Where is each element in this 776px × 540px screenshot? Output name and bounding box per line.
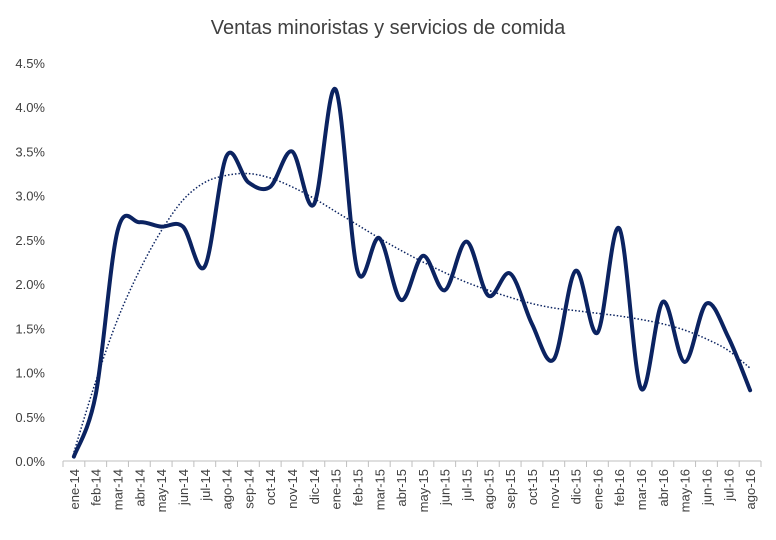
x-tick-label: abr-15 — [394, 469, 409, 507]
x-tick-label: may-15 — [416, 469, 431, 512]
x-tick-label: ene-15 — [329, 469, 344, 509]
y-tick-label: 1.0% — [15, 366, 45, 381]
x-tick-label: nov-14 — [285, 469, 300, 509]
y-tick-label: 2.5% — [15, 233, 45, 248]
x-tick-label: dic-14 — [307, 469, 322, 504]
x-tick-label: sep-14 — [241, 469, 256, 509]
x-tick-label: may-16 — [678, 469, 693, 512]
x-tick-label: mar-14 — [111, 469, 126, 510]
y-tick-label: 3.5% — [15, 144, 45, 159]
y-tick-label: 4.5% — [15, 56, 45, 71]
x-tick-label: oct-14 — [263, 469, 278, 505]
x-tick-label: mar-16 — [634, 469, 649, 510]
x-tick-label: jun-16 — [699, 469, 714, 506]
y-tick-label: 0.5% — [15, 410, 45, 425]
x-tick-label: jul-16 — [721, 469, 736, 502]
trend-line — [73, 172, 751, 453]
x-tick-label: ene-14 — [67, 469, 82, 509]
x-tick-label: jun-15 — [438, 469, 453, 506]
x-tick-label: abr-16 — [656, 469, 671, 507]
x-tick-label: mar-15 — [372, 469, 387, 510]
x-tick-label: feb-14 — [89, 469, 104, 506]
y-tick-label: 2.0% — [15, 277, 45, 292]
x-tick-label: ago-15 — [481, 469, 496, 509]
x-tick-label: abr-14 — [132, 469, 147, 507]
x-tick-label: ago-14 — [220, 469, 235, 509]
x-tick-label: oct-15 — [525, 469, 540, 505]
x-tick-label: feb-15 — [350, 469, 365, 506]
x-tick-label: sep-15 — [503, 469, 518, 509]
x-tick-label: jul-15 — [460, 469, 475, 502]
y-tick-label: 3.0% — [15, 189, 45, 204]
y-tick-label: 1.5% — [15, 321, 45, 336]
x-tick-label: may-14 — [154, 469, 169, 512]
x-tick-label: nov-15 — [547, 469, 562, 509]
chart-title: Ventas minoristas y servicios de comida — [211, 17, 566, 39]
data-line — [71, 87, 753, 459]
x-tick-label: ago-16 — [743, 469, 758, 509]
y-tick-label: 4.0% — [15, 100, 45, 115]
y-tick-label: 0.0% — [15, 454, 45, 469]
x-tick-label: dic-15 — [569, 469, 584, 504]
x-tick-label: jun-14 — [176, 469, 191, 506]
x-tick-label: jul-14 — [198, 469, 213, 502]
x-tick-label: ene-16 — [590, 469, 605, 509]
x-tick-label: feb-16 — [612, 469, 627, 506]
